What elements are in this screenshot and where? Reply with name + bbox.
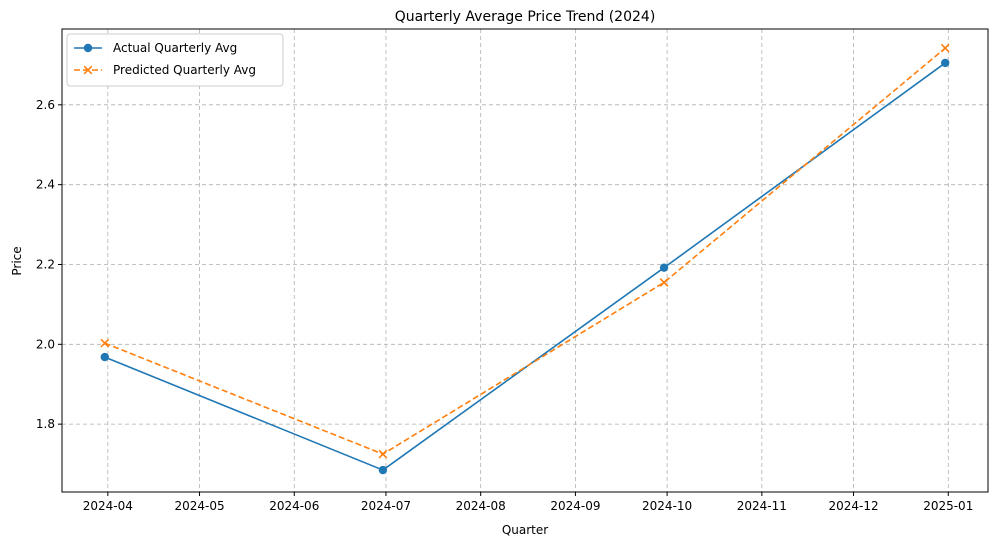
data-point-marker bbox=[940, 43, 950, 53]
y-axis-label: Price bbox=[10, 246, 24, 275]
x-tick-label: 2024-04 bbox=[83, 499, 133, 513]
legend: Actual Quarterly Avg Predicted Quarterly … bbox=[66, 33, 284, 87]
data-point-marker bbox=[378, 449, 388, 459]
series-line-1 bbox=[104, 62, 946, 471]
y-axis: 1.8 2.0 2.2 2.4 2.6 bbox=[36, 98, 62, 431]
x-tick-label: 2025-01 bbox=[923, 499, 973, 513]
x-tick-label: 2024-07 bbox=[361, 499, 411, 513]
data-point-marker bbox=[659, 263, 669, 272]
y-tick-label: 2.6 bbox=[36, 98, 55, 112]
legend-box bbox=[66, 33, 284, 87]
y-tick-label: 2.4 bbox=[36, 178, 55, 192]
legend-label: Actual Quarterly Avg bbox=[113, 41, 237, 55]
data-point-marker bbox=[100, 352, 109, 362]
y-tick-label: 2.0 bbox=[36, 337, 55, 351]
data-point-marker bbox=[100, 338, 110, 348]
x-tick-label: 2024-11 bbox=[737, 499, 787, 513]
x-axis-label: Quarter bbox=[502, 523, 548, 537]
x-tick-label: 2024-06 bbox=[269, 499, 319, 513]
x-tick-label: 2024-12 bbox=[828, 499, 878, 513]
x-axis: 2024-04 2024-05 2024-06 2024-07 2024-08 2024-… bbox=[83, 492, 973, 513]
legend-label: Predicted Quarterly Avg bbox=[113, 63, 256, 77]
data-point-marker bbox=[659, 278, 669, 287]
x-tick-label: 2024-08 bbox=[456, 499, 506, 513]
y-tick-label: 1.8 bbox=[36, 417, 55, 431]
y-tick-label: 2.2 bbox=[36, 257, 55, 271]
data-point-marker bbox=[83, 65, 93, 75]
x-tick-label: 2024-05 bbox=[174, 499, 224, 513]
series-group bbox=[100, 43, 950, 475]
grid bbox=[62, 29, 988, 492]
plot-area bbox=[61, 28, 989, 493]
data-point-marker bbox=[941, 58, 950, 68]
data-point-marker bbox=[83, 43, 93, 53]
x-tick-label: 2024-09 bbox=[550, 499, 600, 513]
data-point-marker bbox=[378, 465, 388, 475]
chart-title: Quarterly Average Price Trend (2024) bbox=[395, 9, 656, 25]
series-line-2 bbox=[104, 47, 946, 455]
x-tick-label: 2024-10 bbox=[642, 499, 692, 513]
